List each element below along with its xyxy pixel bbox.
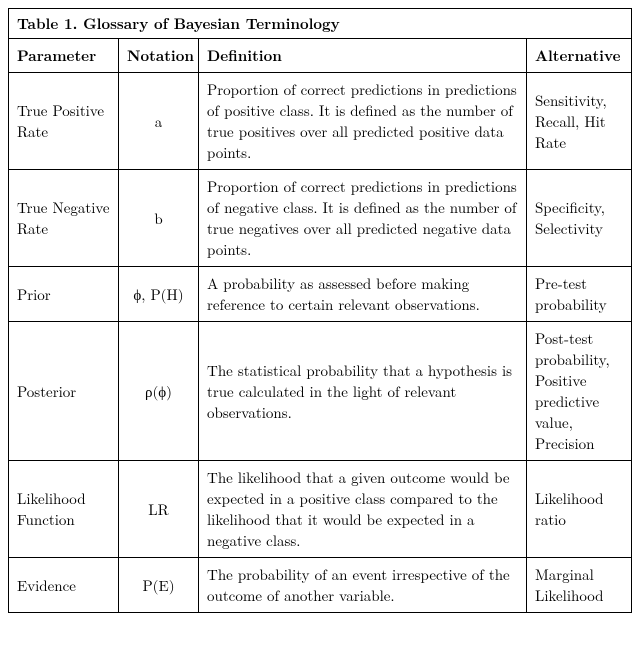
table-header-row: Parameter Notation Definition Alternativ… — [9, 39, 632, 73]
table-title-row: Table 1. Glossary of Bayesian Terminolog… — [9, 9, 632, 39]
cell-notation: P(E) — [119, 558, 199, 613]
cell-definition: The probability of an event irrespective… — [199, 558, 527, 613]
cell-parameter: Likelihood Function — [9, 461, 119, 558]
cell-parameter: True Negative Rate — [9, 170, 119, 267]
cell-alternative: Marginal Likelihood — [526, 558, 631, 613]
cell-notation: ρ(ϕ) — [119, 322, 199, 461]
table-row: Likelihood Function LR The likelihood th… — [9, 461, 632, 558]
header-alternative: Alternative — [526, 39, 631, 73]
cell-notation: b — [119, 170, 199, 267]
table-row: True Negative Rate b Proportion of corre… — [9, 170, 632, 267]
cell-definition: Proportion of correct predictions in pre… — [199, 73, 527, 170]
table-row: Prior ϕ, P(H) A probability as assessed … — [9, 267, 632, 322]
table-title: Table 1. Glossary of Bayesian Terminolog… — [9, 9, 632, 39]
cell-definition: A probability as assessed before making … — [199, 267, 527, 322]
header-definition: Definition — [199, 39, 527, 73]
cell-notation: LR — [119, 461, 199, 558]
cell-alternative: Sensitivity, Recall, Hit Rate — [526, 73, 631, 170]
cell-notation: a — [119, 73, 199, 170]
cell-definition: The likelihood that a given outcome woul… — [199, 461, 527, 558]
glossary-table: Table 1. Glossary of Bayesian Terminolog… — [8, 8, 632, 613]
table-row: Posterior ρ(ϕ) The statistical probabili… — [9, 322, 632, 461]
cell-alternative: Post-test probability, Positive predicti… — [526, 322, 631, 461]
header-notation: Notation — [119, 39, 199, 73]
table-row: True Positive Rate a Proportion of corre… — [9, 73, 632, 170]
table-row: Evidence P(E) The probability of an even… — [9, 558, 632, 613]
cell-parameter: Evidence — [9, 558, 119, 613]
cell-definition: The statistical probability that a hypot… — [199, 322, 527, 461]
cell-parameter: Prior — [9, 267, 119, 322]
cell-alternative: Pre-test probability — [526, 267, 631, 322]
cell-definition: Proportion of correct predictions in pre… — [199, 170, 527, 267]
cell-parameter: True Positive Rate — [9, 73, 119, 170]
cell-notation: ϕ, P(H) — [119, 267, 199, 322]
cell-parameter: Posterior — [9, 322, 119, 461]
cell-alternative: Specificity, Selectivity — [526, 170, 631, 267]
cell-alternative: Likelihood ratio — [526, 461, 631, 558]
header-parameter: Parameter — [9, 39, 119, 73]
